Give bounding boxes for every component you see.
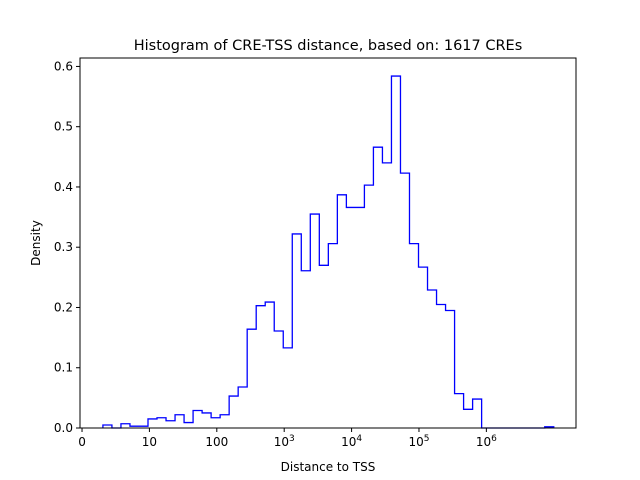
x-tick-label: 105 bbox=[408, 434, 429, 449]
histogram-bin bbox=[184, 423, 193, 428]
histogram-bin bbox=[175, 415, 184, 428]
histogram-bin bbox=[419, 267, 428, 428]
histogram-bin bbox=[148, 419, 157, 428]
histogram-bin bbox=[211, 418, 220, 428]
histogram-bin bbox=[400, 173, 409, 428]
histogram-bin bbox=[247, 329, 256, 428]
histogram-bin bbox=[391, 76, 400, 428]
histogram-bin bbox=[202, 413, 211, 428]
histogram-bin bbox=[373, 147, 382, 428]
histogram-bin bbox=[455, 394, 464, 428]
histogram-bin bbox=[157, 418, 166, 428]
x-ticks: 0 10 100 103 104 105 106 bbox=[78, 428, 497, 449]
x-tick-label: 104 bbox=[341, 434, 362, 449]
histogram-step-outline bbox=[102, 75, 555, 429]
chart-title: Histogram of CRE-TSS distance, based on:… bbox=[134, 38, 523, 54]
axes-frame bbox=[79, 57, 577, 429]
histogram-bin bbox=[382, 163, 391, 428]
y-tick-label: 0.0 bbox=[54, 421, 73, 435]
y-tick-label: 0.6 bbox=[54, 59, 73, 73]
y-tick-label: 0.3 bbox=[54, 240, 73, 254]
histogram-bin bbox=[355, 207, 364, 428]
histogram-bin bbox=[446, 310, 455, 428]
y-tick-label: 0.2 bbox=[54, 300, 73, 314]
y-tick-label: 0.1 bbox=[54, 361, 73, 375]
histogram-bin bbox=[220, 415, 229, 428]
histogram-bin bbox=[229, 396, 238, 428]
y-tick-label: 0.5 bbox=[54, 120, 73, 134]
histogram-bin bbox=[473, 399, 482, 428]
x-tick-label: 10 bbox=[142, 435, 157, 449]
histogram-bin bbox=[238, 387, 247, 428]
histogram-bin bbox=[464, 409, 473, 428]
y-axis-label: Density bbox=[29, 220, 43, 266]
histogram-bin bbox=[166, 421, 175, 428]
histogram-bin bbox=[319, 265, 328, 428]
histogram-bin bbox=[301, 271, 310, 428]
x-tick-label: 106 bbox=[476, 434, 497, 449]
x-tick-label: 0 bbox=[78, 435, 86, 449]
histogram-bin bbox=[310, 214, 319, 428]
histogram-bin bbox=[346, 207, 355, 428]
y-tick-label: 0.4 bbox=[54, 180, 73, 194]
histogram-bin bbox=[193, 411, 202, 428]
x-tick-label: 103 bbox=[274, 434, 295, 449]
histogram-bin bbox=[409, 244, 418, 428]
histogram-bin bbox=[364, 185, 373, 428]
y-ticks: 0.0 0.1 0.2 0.3 0.4 0.5 0.6 bbox=[54, 59, 80, 435]
histogram-bin bbox=[256, 306, 265, 428]
histogram-bin bbox=[437, 304, 446, 428]
histogram-bin bbox=[265, 302, 274, 428]
histogram-bars bbox=[102, 75, 555, 429]
x-axis-label: Distance to TSS bbox=[281, 460, 376, 474]
histogram-bin bbox=[428, 290, 437, 428]
histogram-bin bbox=[292, 234, 301, 428]
histogram-bin bbox=[328, 244, 337, 428]
histogram-bin bbox=[337, 195, 346, 428]
x-tick-label: 100 bbox=[205, 435, 228, 449]
histogram-bin bbox=[274, 331, 283, 428]
histogram-bin bbox=[283, 348, 292, 428]
